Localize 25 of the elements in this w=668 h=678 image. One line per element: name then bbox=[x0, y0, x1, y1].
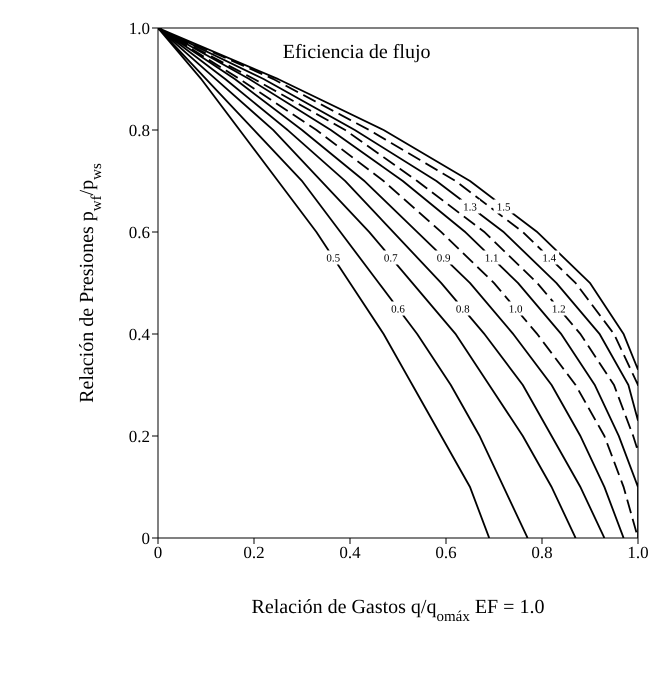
series-label: 0.5 bbox=[326, 252, 341, 264]
x-tick-label: 1.0 bbox=[627, 543, 649, 562]
series-label: 1.3 bbox=[463, 202, 478, 214]
x-tick-label: 0.4 bbox=[339, 543, 362, 562]
annotation: Eficiencia de flujo bbox=[282, 41, 431, 63]
y-tick-label: 0.4 bbox=[128, 325, 150, 344]
series-label: 0.7 bbox=[384, 252, 398, 264]
x-tick-label: 0 bbox=[154, 543, 162, 562]
series-label: 0.9 bbox=[436, 252, 451, 264]
series-label: 1.1 bbox=[484, 252, 498, 264]
y-tick-label: 0.6 bbox=[128, 223, 150, 242]
y-tick-label: 0.2 bbox=[128, 427, 150, 446]
series-label: 1.4 bbox=[542, 252, 557, 264]
x-axis-title: Relación de Gastos q/q$_{omáx}$ EF = 1.0 bbox=[252, 596, 544, 625]
series-label: 1.2 bbox=[552, 304, 566, 316]
y-tick-label: 1.0 bbox=[128, 19, 150, 38]
series-label: 0.6 bbox=[391, 304, 406, 316]
y-tick-label: 0 bbox=[142, 529, 150, 548]
series-label: 1.5 bbox=[496, 202, 511, 214]
x-tick-label: 0.8 bbox=[531, 543, 553, 562]
series-label: 0.8 bbox=[456, 304, 470, 316]
x-tick-label: 0.6 bbox=[435, 543, 457, 562]
series-label: 1.0 bbox=[508, 304, 523, 316]
y-tick-label: 0.8 bbox=[128, 121, 150, 140]
x-tick-label: 0.2 bbox=[243, 543, 265, 562]
